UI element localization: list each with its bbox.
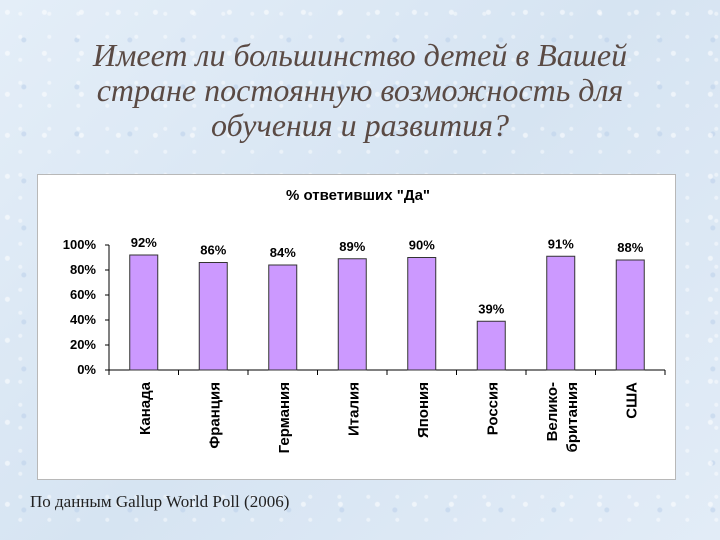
bar [546,255,576,371]
y-tick-label: 0% [77,362,96,377]
bars-group: 92% 86% 84% 89% 90% 39% 91% 88% [129,235,645,371]
x-category-label: Канада [137,381,154,435]
chart-title: % ответивших "Да" [286,187,430,204]
y-tick-label: 60% [70,287,96,302]
x-category-label: Германия [276,382,293,453]
x-category-label: Япония [415,382,432,438]
x-category-label-line: Велико- [544,382,561,441]
x-category-label: Италия [345,382,362,436]
y-tick-label: 80% [70,262,96,277]
x-category-label-line: Япония [415,382,432,438]
x-category-label-line: Канада [137,381,154,435]
bar [407,257,437,371]
y-tick-label: 100% [63,237,97,252]
x-category-label-line: США [623,382,640,419]
bar-value-label: 39% [478,301,504,316]
slide-title: Имеет ли большинство детей в Вашей стран… [30,38,690,143]
bar-value-label: 89% [339,239,365,254]
x-category-label-line: Россия [484,382,501,435]
bar-value-label: 88% [617,240,643,255]
x-axis-labels: Канада Франция Германия Италия Япония Россия В… [108,370,666,453]
x-category-label-line: британия [564,382,581,452]
bar-value-label: 90% [409,238,435,253]
x-category-label: США [623,382,640,419]
bar [198,262,228,371]
bar [476,320,506,371]
x-category-label: Франция [206,382,223,449]
x-category-label-line: Франция [206,382,223,449]
x-category-label-line: Германия [276,382,293,453]
bar [268,264,298,371]
chart-panel: % ответивших "Да" 0% 20% 40% 60% 80% 100% 92%… [37,174,676,480]
y-tick-label: 40% [70,312,96,327]
x-category-label-line: Италия [345,382,362,436]
bar-value-label: 86% [200,243,226,258]
x-category-label: Россия [484,382,501,435]
bar [337,258,367,371]
x-category-label: Велико-британия [544,382,581,452]
title-line-3: обучения и развития? [210,107,510,143]
bar [615,259,645,371]
title-line-1: Имеет ли большинство детей в Вашей [92,37,628,73]
source-note: По данным Gallup World Poll (2006) [30,492,290,511]
y-tick-label: 20% [70,337,96,352]
bar [129,254,159,371]
title-line-2: стране постоянную возможность для [96,72,624,108]
bar-value-label: 91% [548,236,574,251]
bar-value-label: 84% [270,245,296,260]
bar-chart: % ответивших "Да" 0% 20% 40% 60% 80% 100% 92%… [63,187,666,453]
bar-value-label: 92% [131,235,157,250]
